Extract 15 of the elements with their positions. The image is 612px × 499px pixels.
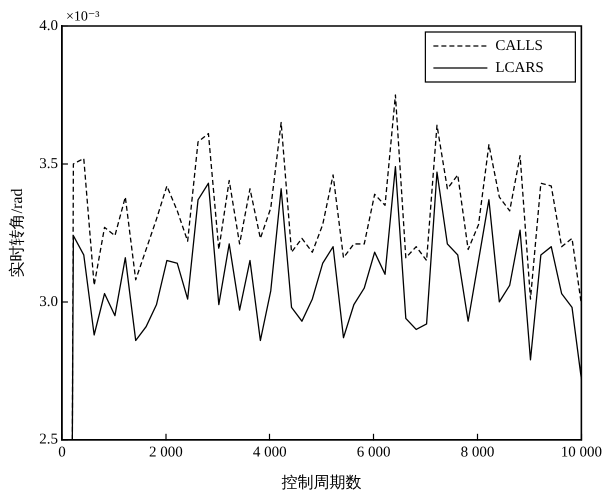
legend-label: CALLS — [495, 38, 543, 54]
x-tick-label: 0 — [58, 444, 66, 461]
y-tick-label: 3.0 — [39, 294, 58, 310]
x-tick-label: 2 000 — [148, 444, 183, 461]
legend-label: LCARS — [495, 60, 544, 76]
y-axis-title: 实时转角/rad — [8, 188, 26, 278]
y-tick-label: 4.0 — [39, 18, 58, 34]
x-tick-label: 6 000 — [356, 444, 390, 461]
y-tick-label: 3.5 — [39, 156, 58, 172]
x-axis-title: 控制周期数 — [282, 474, 362, 492]
y-tick-label: 2.5 — [39, 432, 58, 448]
x-tick-label: 10 000 — [560, 444, 602, 461]
x-tick-label: 4 000 — [252, 444, 287, 461]
text: ×10⁻³ — [66, 10, 100, 25]
x-tick-label: 8 000 — [460, 444, 494, 461]
